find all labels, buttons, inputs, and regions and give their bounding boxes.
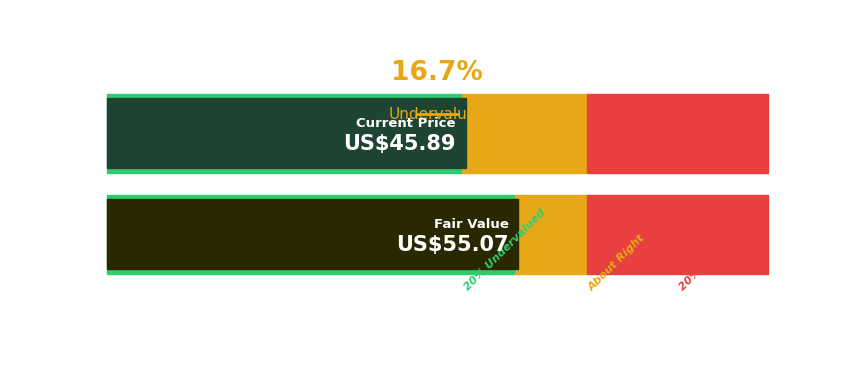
Bar <box>515 195 586 274</box>
Text: About Right: About Right <box>586 233 646 293</box>
Bar <box>106 98 465 168</box>
Text: Current Price: Current Price <box>356 117 455 130</box>
Bar <box>586 195 767 274</box>
Text: US$45.89: US$45.89 <box>343 134 455 154</box>
Text: Fair Value: Fair Value <box>433 218 508 231</box>
Bar <box>106 199 518 269</box>
Text: 20% Overvalued: 20% Overvalued <box>676 213 756 293</box>
Text: Undervalued: Undervalued <box>388 107 486 122</box>
Bar <box>462 94 586 173</box>
Text: 16.7%: 16.7% <box>391 60 482 86</box>
Text: 20% Undervalued: 20% Undervalued <box>462 207 547 293</box>
Text: US$55.07: US$55.07 <box>395 234 508 255</box>
Bar <box>106 195 515 274</box>
Bar <box>586 94 767 173</box>
Bar <box>106 94 462 173</box>
